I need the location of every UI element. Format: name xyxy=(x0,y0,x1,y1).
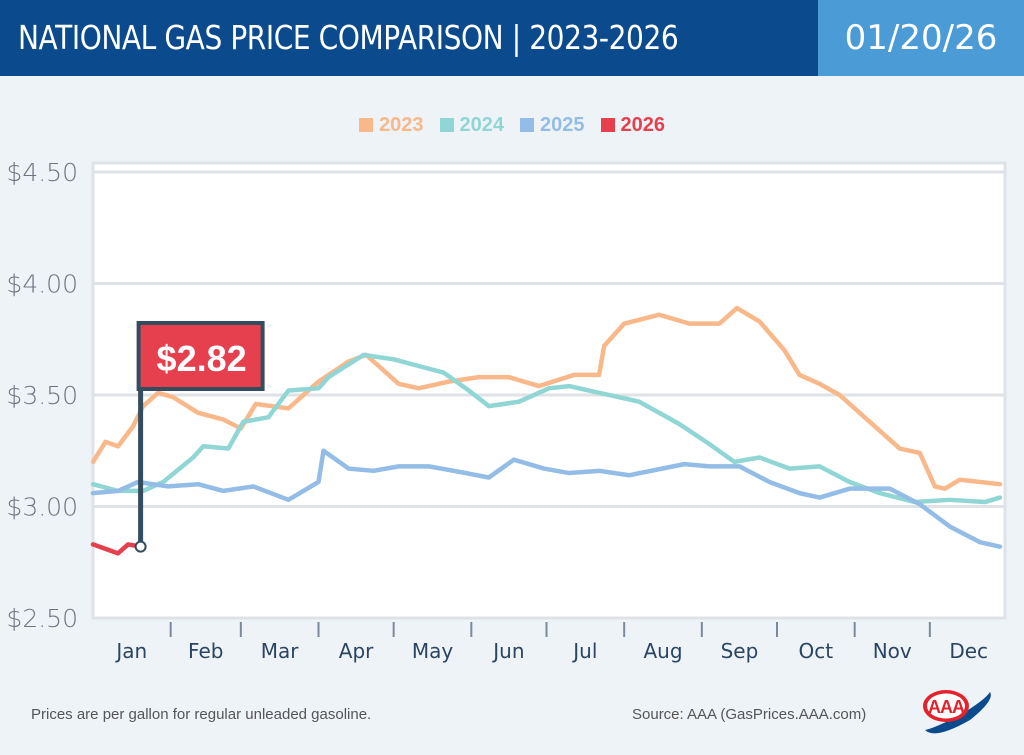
flag-badge xyxy=(136,321,265,391)
x-tick-label: Sep xyxy=(721,639,759,663)
legend-swatch xyxy=(600,118,615,132)
chart-title: NATIONAL GAS PRICE COMPARISON | 2023-202… xyxy=(0,0,818,76)
legend-swatch xyxy=(359,118,373,132)
x-tick-label: Dec xyxy=(949,639,988,663)
x-tick-label: Feb xyxy=(188,639,223,663)
x-tick-label: May xyxy=(412,639,454,663)
series-line-2025 xyxy=(90,448,1003,549)
legend-item-2024: 2024 xyxy=(439,114,505,137)
legend: 2023 2024 2025 2026 xyxy=(0,114,1024,137)
x-tick-label: Jan xyxy=(114,639,147,663)
legend-swatch xyxy=(520,118,534,132)
legend-swatch xyxy=(439,118,454,132)
x-tick-label: Apr xyxy=(339,639,374,663)
x-tick-label: Jun xyxy=(491,639,524,663)
series-line-2024 xyxy=(90,352,1003,505)
series-line-2023 xyxy=(90,305,1003,491)
x-tick-label: Mar xyxy=(261,639,300,663)
legend-item-2026: 2026 xyxy=(600,114,666,137)
title-text: NATIONAL GAS PRICE COMPARISON | 2023-202… xyxy=(18,18,679,57)
legend-item-2023: 2023 xyxy=(359,114,424,137)
source-note: Source: AAA (GasPrices.AAA.com) xyxy=(632,706,867,723)
x-tick-label: Jul xyxy=(571,639,597,663)
current-price-marker xyxy=(134,540,147,553)
y-tick-label: $2.50 xyxy=(6,604,78,633)
footnote: Prices are per gallon for regular unlead… xyxy=(31,706,372,723)
y-tick-label: $4.00 xyxy=(6,270,78,299)
y-tick-label: $3.00 xyxy=(6,493,78,522)
flag-label: $2.82 xyxy=(157,338,247,379)
date-badge: 01/20/26 xyxy=(818,0,1024,76)
x-tick-label: Nov xyxy=(873,639,912,663)
legend-label: 2023 xyxy=(379,114,424,136)
legend-label: 2025 xyxy=(540,114,585,136)
y-tick-label: $4.50 xyxy=(6,158,78,187)
legend-label: 2024 xyxy=(459,114,505,136)
x-tick-label: Aug xyxy=(643,639,682,663)
legend-label: 2026 xyxy=(620,114,666,136)
y-tick-label: $3.50 xyxy=(6,381,78,410)
legend-item-2025: 2025 xyxy=(520,114,585,137)
x-tick-label: Oct xyxy=(799,639,834,663)
series-line-2026 xyxy=(90,542,143,556)
